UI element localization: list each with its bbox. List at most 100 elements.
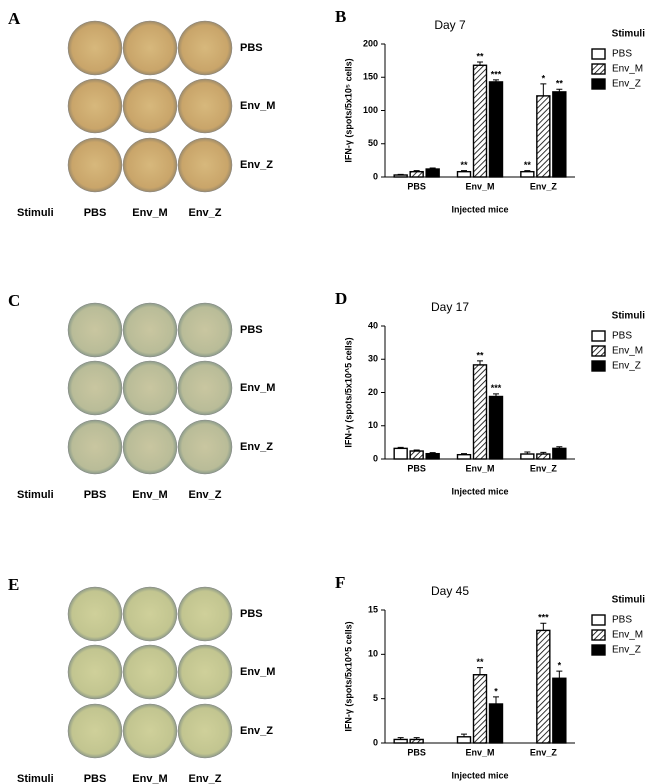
row-label: Env_M xyxy=(240,100,275,112)
bar xyxy=(409,738,424,744)
x-tick-label: Env_M xyxy=(465,747,494,757)
well xyxy=(177,302,233,358)
error-bar xyxy=(413,170,420,172)
significance: ** xyxy=(476,657,484,667)
legend-title: Stimuli xyxy=(612,29,646,40)
legend-swatch xyxy=(591,629,606,641)
significance: ** xyxy=(524,160,532,170)
col-label: Env_Z xyxy=(188,773,221,784)
stimuli-label: Stimuli xyxy=(17,207,54,219)
bar xyxy=(472,364,488,460)
error-bar xyxy=(413,737,420,740)
row-label: PBS xyxy=(240,324,263,336)
well xyxy=(67,703,123,759)
col-label: Env_M xyxy=(132,207,167,219)
row-label: Env_Z xyxy=(240,159,273,171)
bar xyxy=(536,629,551,744)
y-tick-label: 10 xyxy=(368,420,378,430)
legend-swatch xyxy=(591,360,606,372)
legend-label: Env_Z xyxy=(612,361,641,372)
x-axis-label: Injected mice xyxy=(451,204,508,214)
well xyxy=(67,419,123,475)
bar xyxy=(520,453,535,460)
well xyxy=(67,360,123,416)
chart-title: Day 7 xyxy=(434,18,466,32)
bar xyxy=(425,452,440,460)
bar xyxy=(488,81,504,178)
row-label: Env_Z xyxy=(240,441,273,453)
col-label: Env_Z xyxy=(188,489,221,501)
error-bar xyxy=(524,451,531,455)
panel-letter: C xyxy=(8,291,20,310)
significance: ** xyxy=(556,79,564,89)
legend-title: Stimuli xyxy=(612,311,646,322)
x-tick-label: Env_M xyxy=(465,181,494,191)
error-bar xyxy=(461,733,467,737)
y-tick-label: 0 xyxy=(373,171,378,181)
error-bar xyxy=(556,88,563,92)
bar xyxy=(536,95,551,178)
y-tick-label: 30 xyxy=(368,354,378,364)
legend-swatch xyxy=(591,48,606,60)
well xyxy=(177,586,233,642)
x-axis-label: Injected mice xyxy=(451,770,508,780)
legend-swatch xyxy=(591,644,606,656)
x-tick-label: Env_Z xyxy=(530,747,558,757)
legend-label: Env_Z xyxy=(612,645,641,656)
col-label: PBS xyxy=(84,207,107,219)
well xyxy=(122,360,178,416)
significance: ** xyxy=(460,160,468,170)
significance: *** xyxy=(538,613,549,623)
panel-letter: A xyxy=(8,9,21,28)
error-bar xyxy=(540,83,547,96)
well xyxy=(122,703,178,759)
y-tick-label: 100 xyxy=(363,105,378,115)
bar xyxy=(552,91,567,178)
y-tick-label: 50 xyxy=(368,138,378,148)
bar xyxy=(456,736,472,744)
error-bar xyxy=(493,79,499,82)
well xyxy=(122,644,178,700)
row-label: Env_M xyxy=(240,382,275,394)
well xyxy=(122,586,178,642)
error-bar xyxy=(477,61,483,66)
well xyxy=(67,302,123,358)
legend-swatch xyxy=(591,330,606,342)
bar xyxy=(409,450,424,460)
stimuli-label: Stimuli xyxy=(17,489,54,501)
error-bar xyxy=(540,451,547,455)
error-bar xyxy=(461,453,467,455)
bar xyxy=(425,168,440,178)
well xyxy=(67,78,123,134)
well xyxy=(67,137,123,193)
y-tick-label: 200 xyxy=(363,38,378,48)
legend-label: Env_M xyxy=(612,630,643,641)
y-tick-label: 5 xyxy=(373,693,378,703)
row-label: Env_M xyxy=(240,666,275,678)
y-axis-label: IFN-γ (spots/5x10^5 cells) xyxy=(343,337,353,447)
bar xyxy=(472,64,488,178)
bar xyxy=(520,170,535,178)
well xyxy=(177,137,233,193)
legend-swatch xyxy=(591,614,606,626)
error-bar xyxy=(461,170,467,172)
bar xyxy=(552,677,567,744)
panel-letter: B xyxy=(335,7,346,26)
legend-label: PBS xyxy=(612,49,632,60)
well xyxy=(177,78,233,134)
x-tick-label: PBS xyxy=(407,463,426,473)
legend-swatch xyxy=(591,63,606,75)
col-label: Env_M xyxy=(132,489,167,501)
legend-label: Env_M xyxy=(612,64,643,75)
well xyxy=(177,703,233,759)
error-bar xyxy=(397,446,404,449)
y-axis-label: IFN-γ (spots/5x10^5 cells) xyxy=(343,621,353,731)
bar xyxy=(456,170,472,178)
col-label: PBS xyxy=(84,773,107,784)
well xyxy=(122,137,178,193)
error-bar xyxy=(556,446,563,449)
y-tick-label: 10 xyxy=(368,649,378,659)
error-bar xyxy=(540,622,547,631)
significance: *** xyxy=(491,69,502,79)
